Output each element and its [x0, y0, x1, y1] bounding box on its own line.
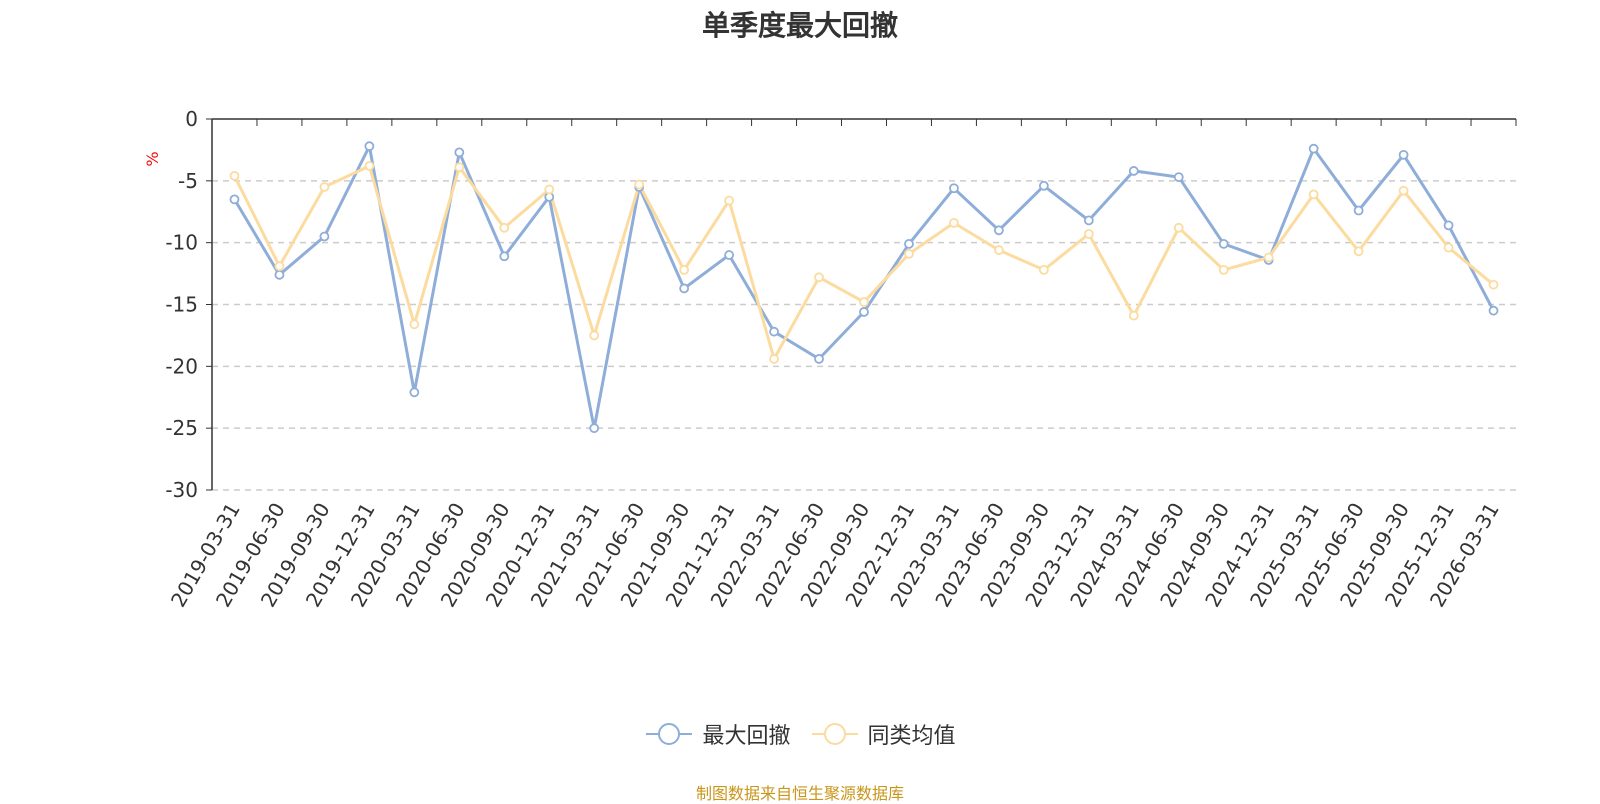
- data-point-series1: [1218, 239, 1229, 249]
- legend-item-series1[interactable]: 最大回撤: [644, 718, 791, 750]
- legend-marker-series2: [811, 723, 858, 745]
- data-point-series1: [1398, 149, 1409, 160]
- data-point-series2: [724, 195, 735, 206]
- data-point-series1: [409, 387, 420, 398]
- data-point-series1: [1038, 180, 1049, 191]
- data-point-series2: [1263, 252, 1274, 263]
- data-point-series2: [769, 354, 779, 364]
- data-point-series2: [274, 261, 285, 272]
- data-point-series1: [319, 231, 330, 242]
- data-point-series2: [1353, 246, 1364, 257]
- legend-label-series1: 最大回撤: [702, 724, 791, 749]
- y-axis-unit: %: [143, 151, 162, 166]
- legend-label-series2: 同类均值: [867, 724, 956, 749]
- series-line-1: [233, 144, 1495, 430]
- data-point-series2: [814, 272, 824, 283]
- data-point-series1: [274, 269, 285, 280]
- source-note: 制图数据来自恒生聚源数据库: [695, 784, 904, 803]
- data-point-series2: [589, 330, 600, 341]
- data-point-series2: [904, 248, 914, 259]
- data-point-series2: [1488, 279, 1499, 290]
- data-point-series1: [724, 250, 735, 260]
- data-point-series1: [364, 141, 375, 152]
- data-point-series2: [634, 179, 645, 190]
- data-point-series2: [409, 319, 420, 330]
- chart-title: 单季度最大回撤: [701, 9, 898, 42]
- data-point-series2: [1308, 189, 1319, 200]
- data-point-series2: [1173, 222, 1184, 233]
- data-point-series1: [589, 423, 600, 434]
- y-tick-label: -10: [165, 231, 198, 255]
- series-line-2: [233, 164, 1495, 361]
- data-point-series1: [679, 283, 690, 294]
- data-point-series1: [1173, 172, 1184, 183]
- y-tick-label: 0: [185, 107, 198, 131]
- data-point-series1: [769, 326, 779, 337]
- legend: 最大回撤 同类均值: [0, 718, 1600, 752]
- data-point-series1: [904, 239, 914, 249]
- data-point-series2: [319, 182, 330, 192]
- data-point-series1: [1353, 205, 1364, 216]
- legend-item-series2[interactable]: 同类均值: [810, 718, 956, 750]
- data-point-series2: [499, 222, 510, 233]
- data-point-series2: [1218, 264, 1229, 275]
- data-point-series2: [544, 184, 555, 195]
- y-tick-label: -5: [178, 169, 198, 193]
- data-point-series1: [1443, 220, 1454, 231]
- y-tick-label: -15: [165, 293, 198, 317]
- data-point-series1: [499, 251, 510, 262]
- data-point-series2: [454, 162, 465, 173]
- data-point-series1: [993, 225, 1004, 236]
- data-point-series2: [1443, 242, 1454, 253]
- data-point-series1: [814, 354, 824, 364]
- data-point-series1: [1083, 215, 1094, 226]
- data-point-series2: [949, 217, 959, 228]
- data-point-series1: [1488, 305, 1499, 316]
- data-point-series2: [679, 264, 690, 275]
- y-tick-label: -20: [165, 354, 198, 378]
- data-point-series1: [1308, 143, 1319, 154]
- data-point-series2: [1083, 229, 1094, 239]
- y-tick-label: -25: [165, 416, 198, 440]
- data-point-series1: [229, 194, 240, 205]
- legend-marker-series1: [646, 723, 693, 745]
- data-point-series1: [1128, 166, 1139, 176]
- data-point-series1: [949, 183, 959, 194]
- y-tick-label: -30: [165, 478, 198, 502]
- data-point-series1: [454, 147, 465, 158]
- data-point-series1: [859, 307, 869, 317]
- data-point-series2: [993, 245, 1004, 255]
- data-point-series2: [364, 161, 375, 171]
- data-point-series2: [1398, 185, 1409, 196]
- data-point-series2: [1128, 310, 1139, 321]
- data-point-series2: [229, 170, 240, 181]
- data-point-series2: [859, 297, 869, 307]
- data-point-series2: [1038, 264, 1049, 275]
